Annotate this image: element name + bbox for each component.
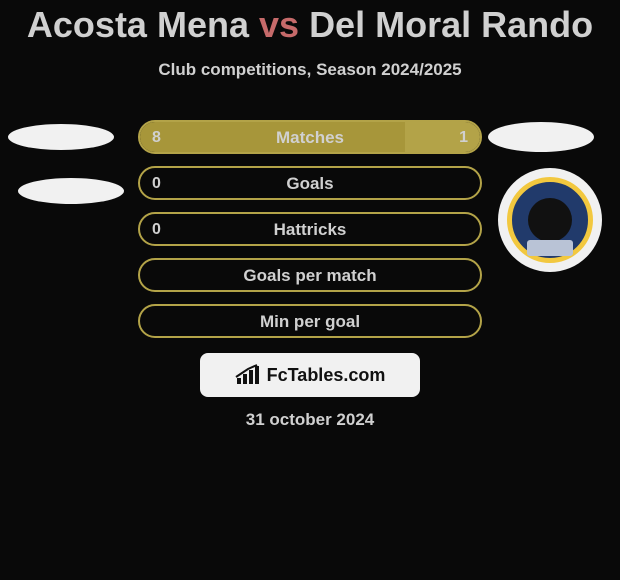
fctables-badge: FcTables.com — [200, 353, 420, 397]
vs-separator: vs — [259, 4, 299, 45]
club-placeholder-oval — [488, 122, 594, 152]
fctables-label: FcTables.com — [267, 365, 386, 386]
stat-label: Matches — [140, 122, 480, 154]
player1-name: Acosta Mena — [27, 4, 249, 45]
stat-bar: Matches8 1 — [138, 120, 482, 154]
stat-bar: Hattricks0 — [138, 212, 482, 246]
club-logo-right — [498, 168, 602, 272]
stat-value-left: 0 — [152, 214, 161, 246]
stat-value-right: 1 — [459, 122, 468, 154]
stat-bar: Goals0 — [138, 166, 482, 200]
stat-bars: Matches81Goals0Hattricks0Goals per match… — [138, 120, 482, 350]
club-placeholder-oval — [8, 124, 114, 150]
infographic-date: 31 october 2024 — [0, 410, 620, 430]
stat-value-left: 0 — [152, 168, 161, 200]
club-placeholder-oval — [18, 178, 124, 204]
stat-bar: Min per goal — [138, 304, 482, 338]
subtitle: Club competitions, Season 2024/2025 — [0, 60, 620, 80]
stat-bar: Goals per match — [138, 258, 482, 292]
stat-label: Goals per match — [140, 260, 480, 292]
stat-label: Min per goal — [140, 306, 480, 338]
stat-label: Goals — [140, 168, 480, 200]
bar-chart-icon — [235, 364, 261, 386]
stat-label: Hattricks — [140, 214, 480, 246]
hercules-crest-icon — [507, 177, 593, 263]
comparison-infographic: Acosta Mena vs Del Moral Rando Club comp… — [0, 0, 620, 580]
stat-value-left: 8 — [152, 122, 161, 154]
page-title: Acosta Mena vs Del Moral Rando — [0, 0, 620, 46]
player2-name: Del Moral Rando — [309, 4, 593, 45]
